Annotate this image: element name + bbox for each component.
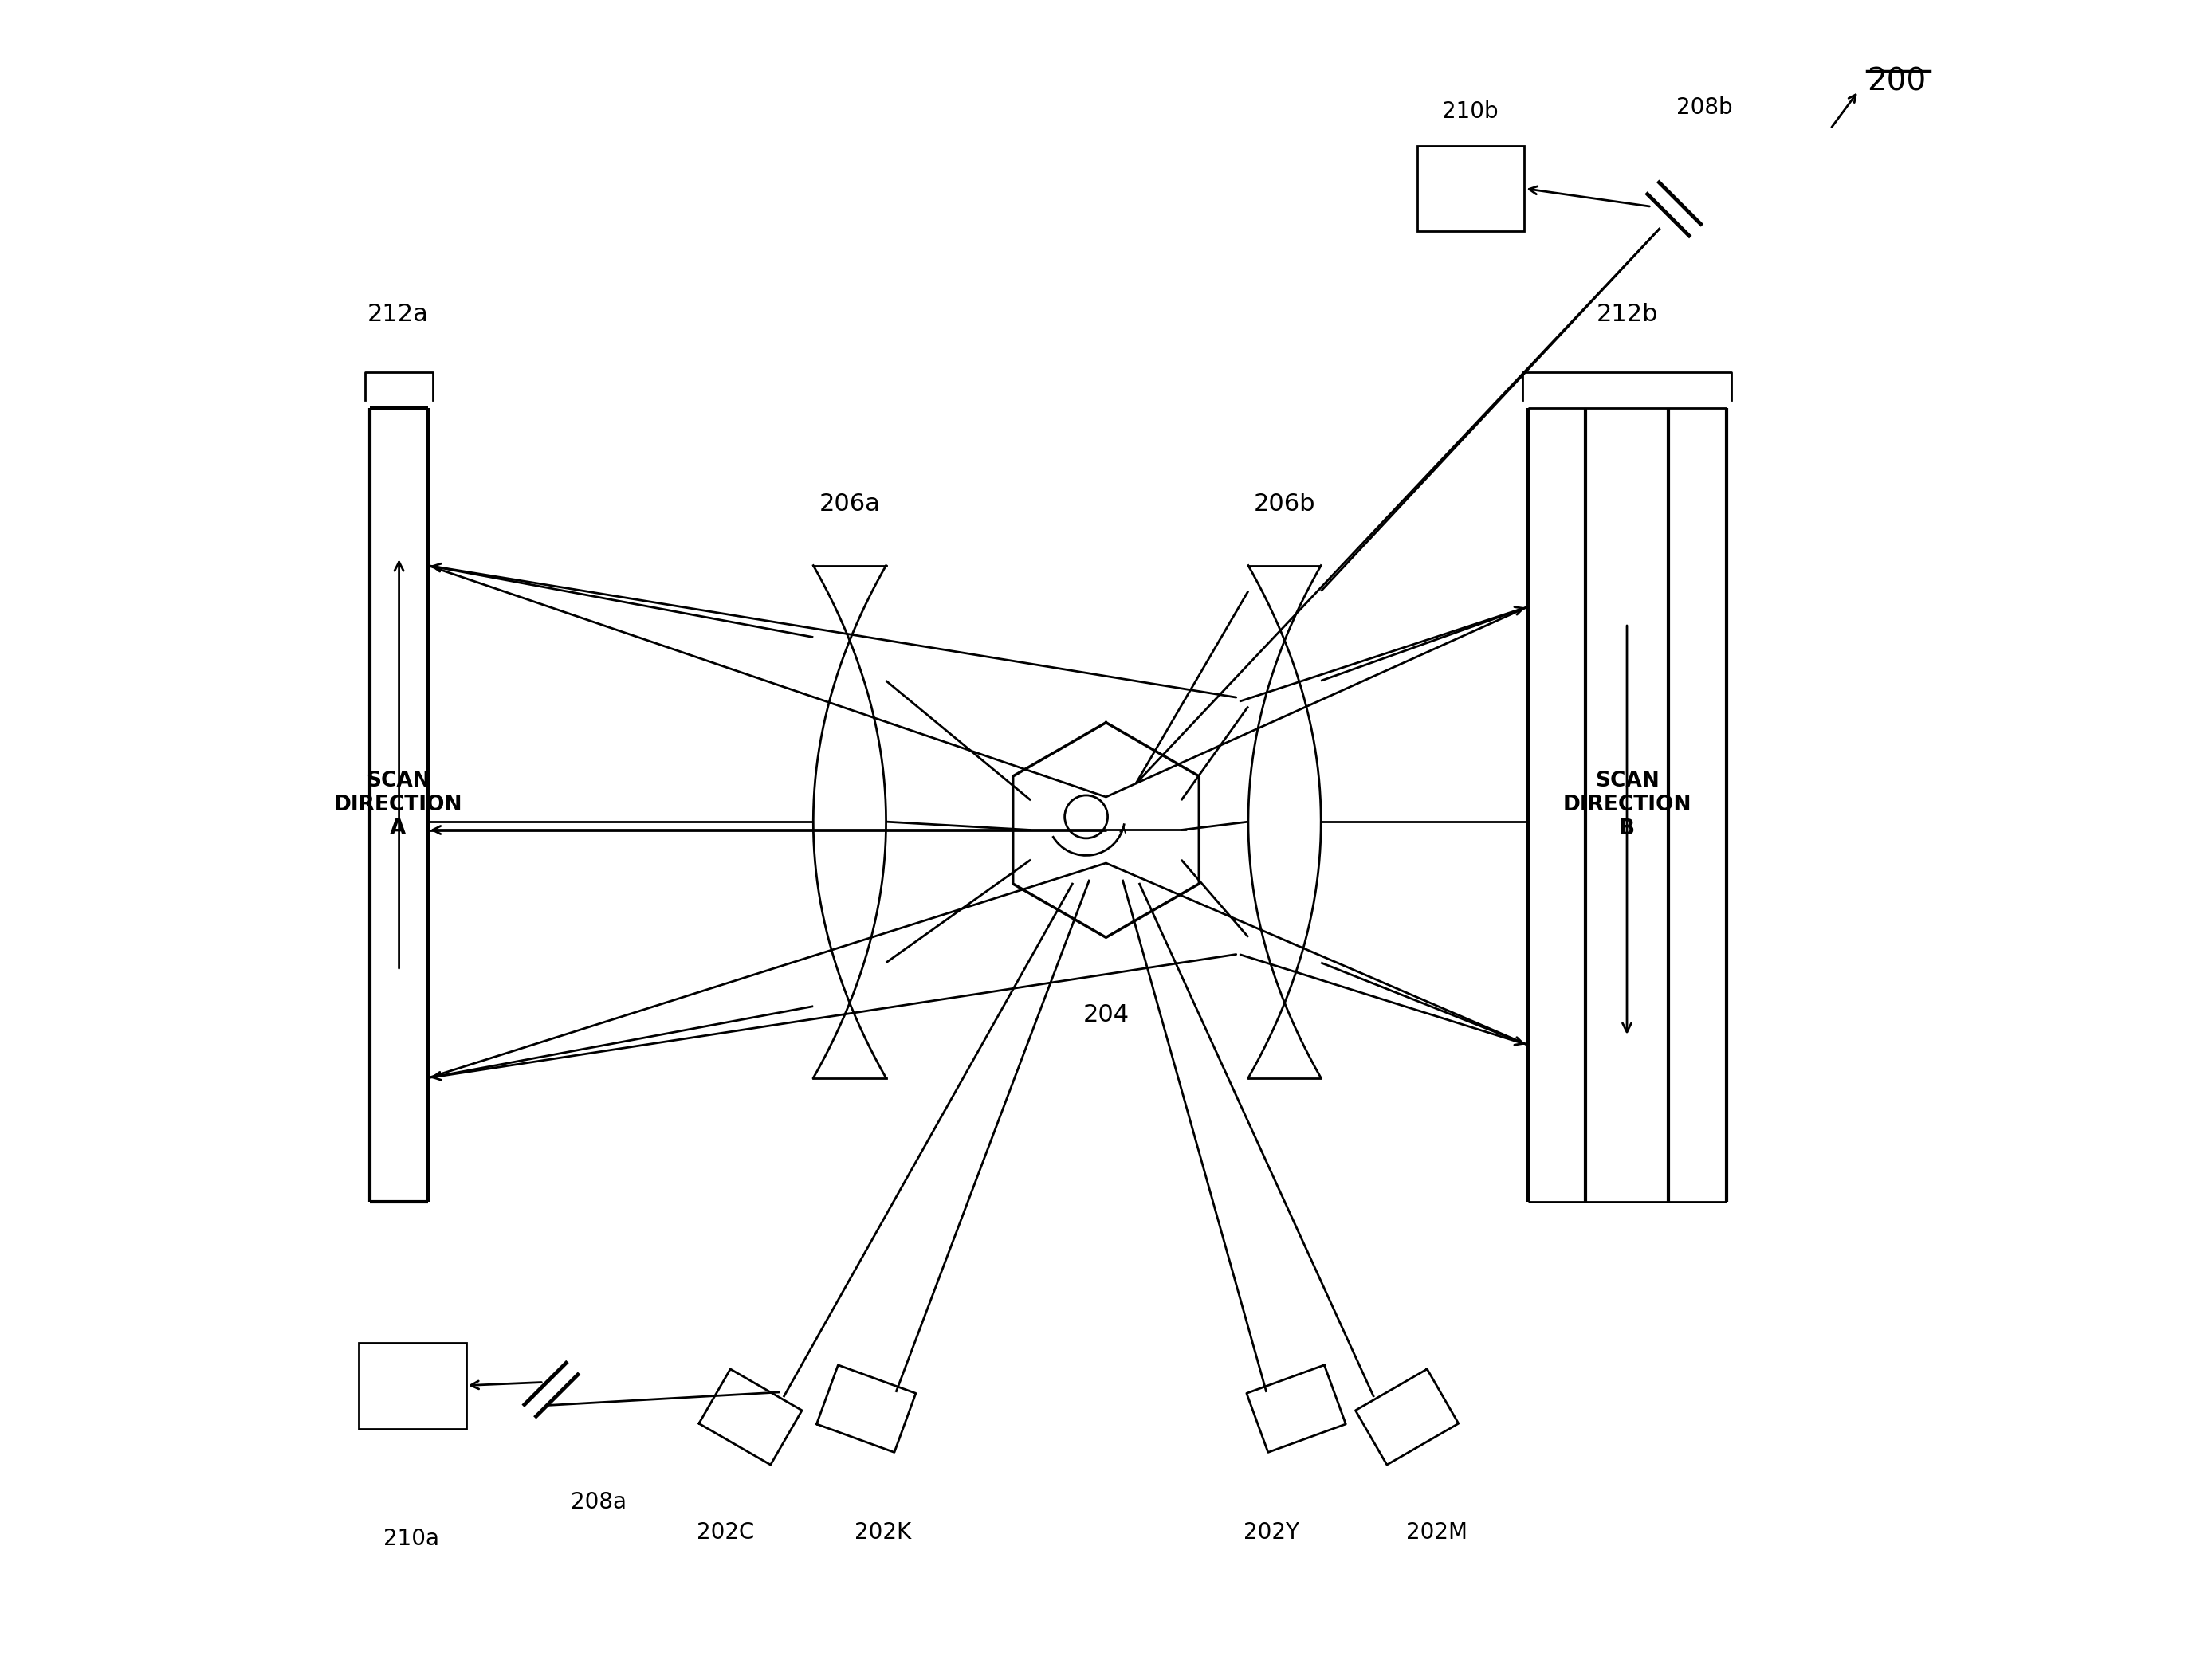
Text: SCAN
DIRECTION
B: SCAN DIRECTION B [1562, 770, 1692, 840]
Text: 210b: 210b [1442, 100, 1498, 123]
Text: 212a: 212a [367, 302, 429, 325]
Text: 208a: 208a [571, 1491, 626, 1514]
Text: 212b: 212b [1597, 302, 1657, 325]
Text: 206b: 206b [1254, 493, 1316, 516]
Text: SCAN
DIRECTION
A: SCAN DIRECTION A [334, 770, 462, 840]
Text: 202K: 202K [854, 1521, 911, 1544]
Text: 202C: 202C [697, 1521, 754, 1544]
Bar [1418, 146, 1524, 231]
Text: 204: 204 [1084, 1004, 1128, 1028]
Text: 200: 200 [1867, 66, 1927, 96]
Text: 206a: 206a [818, 493, 880, 516]
Text: 202M: 202M [1407, 1521, 1467, 1544]
Text: 208b: 208b [1677, 96, 1732, 120]
Text: 210a: 210a [383, 1527, 440, 1550]
Bar [358, 1343, 467, 1429]
Text: 202Y: 202Y [1243, 1521, 1298, 1544]
